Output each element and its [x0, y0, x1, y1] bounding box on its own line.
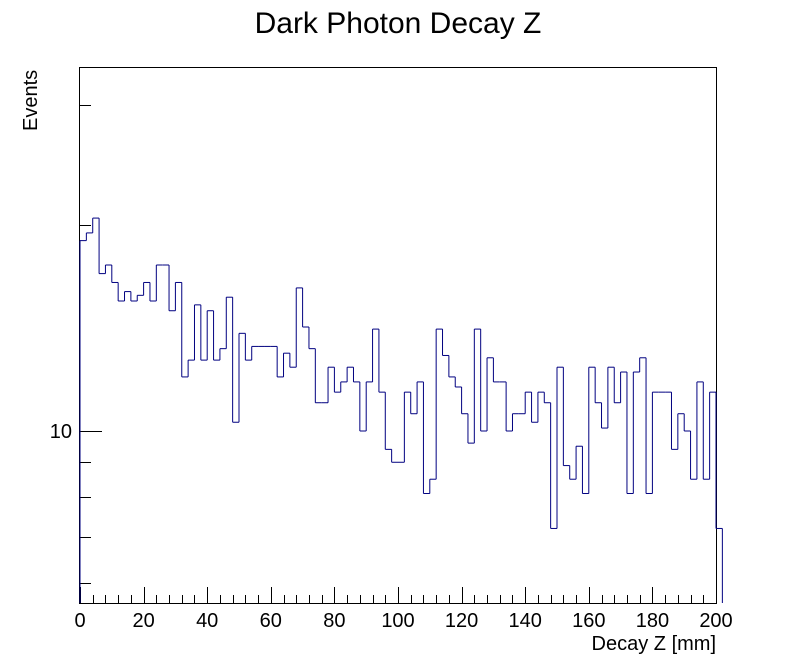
y-axis: 10	[50, 105, 102, 584]
x-tick-label: 160	[572, 610, 605, 632]
x-tick-label: 0	[74, 610, 85, 632]
chart-title: Dark Photon Decay Z	[255, 7, 542, 40]
x-tick-label: 100	[381, 610, 414, 632]
histogram-bins	[79, 217, 723, 603]
plot-frame	[79, 67, 717, 604]
x-tick-label: 80	[323, 610, 345, 632]
x-tick-label: 180	[636, 610, 669, 632]
x-axis-label: Decay Z [mm]	[592, 633, 716, 655]
x-tick-label: 20	[132, 610, 154, 632]
x-tick-label: 40	[196, 610, 218, 632]
x-tick-label: 120	[445, 610, 478, 632]
y-tick-label: 10	[50, 421, 72, 443]
x-tick-label: 60	[260, 610, 282, 632]
y-axis-label: Events	[20, 70, 42, 131]
x-tick-label: 140	[509, 610, 542, 632]
x-tick-label: 200	[699, 610, 732, 632]
x-axis: 0 20 40 60 80 100 120 140 160 180 200	[74, 587, 733, 632]
